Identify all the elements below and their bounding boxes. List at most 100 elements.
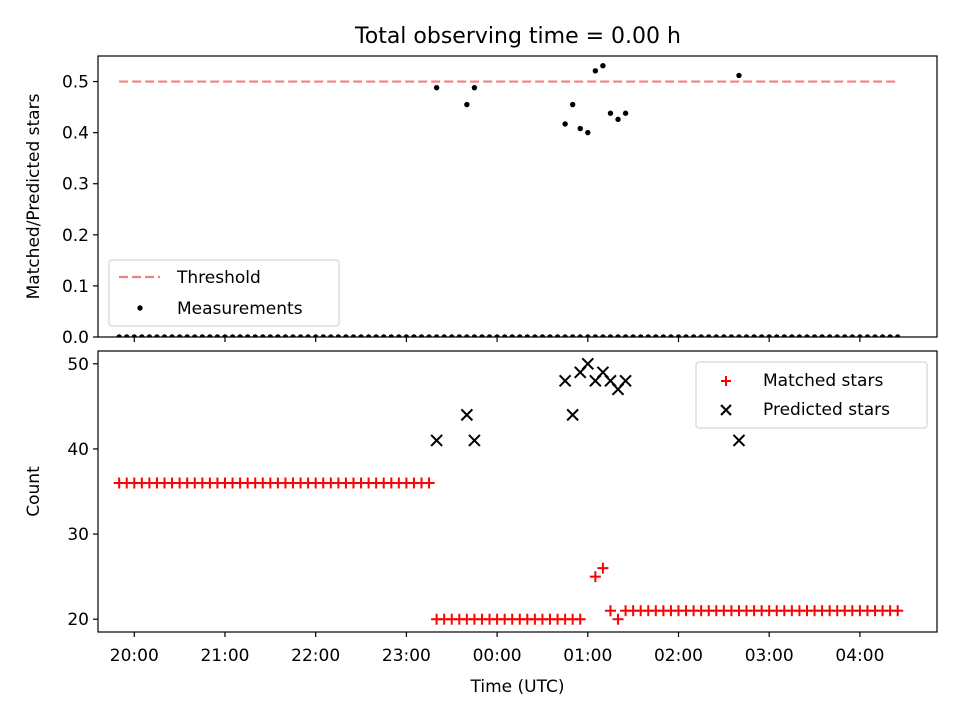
measurement-point (562, 121, 568, 127)
x-tick-label: 03:00 (745, 646, 794, 666)
bottom-legend: Matched stars Predicted stars (695, 361, 928, 429)
measurement-point (471, 334, 478, 337)
legend-box (108, 259, 340, 327)
predicted-star-point (468, 434, 481, 447)
measurement-point (826, 334, 833, 337)
x-axis-label: Time (UTC) (470, 677, 565, 697)
measurement-point (305, 334, 311, 337)
measurement-point (433, 84, 440, 91)
measurement-point (373, 334, 379, 337)
measurement-point (721, 334, 727, 337)
measurement-point (131, 334, 137, 337)
bottom-axes-frame (97, 350, 938, 633)
measurement-point (622, 334, 629, 337)
measurement-point (486, 334, 493, 337)
measurement-point (449, 334, 455, 337)
matched-star-point (589, 571, 601, 583)
y-axis-label: Matched/Predicted stars (24, 93, 44, 299)
measurement-point (653, 334, 659, 337)
x-tick-label: 02:00 (654, 646, 703, 666)
measurement-point (728, 334, 735, 337)
measurement-point (849, 334, 856, 337)
measurement-point (592, 68, 599, 74)
y-axis-label: Count (24, 466, 44, 517)
predicted-star-stroke-b (430, 434, 443, 447)
y-tick-label: 40 (67, 440, 89, 460)
measurement-point (774, 334, 780, 337)
measurement-point (237, 334, 243, 337)
measurement-point (358, 334, 364, 337)
bottom-panel: 20 30 40 50 20:00 21:00 22:00 23:00 00:00 01:00 02… (24, 350, 938, 697)
measurement-point (396, 334, 402, 337)
measurement-point (169, 334, 175, 337)
measurement-point (146, 334, 153, 337)
bottom-plot-area (113, 357, 904, 625)
measurement-point (592, 334, 599, 337)
measurement-point (199, 334, 206, 337)
measurement-point (630, 334, 636, 337)
measurement-point (524, 334, 531, 337)
measurement-point (267, 334, 274, 337)
measurement-point (600, 334, 606, 337)
y-tick-label: 0.4 (62, 124, 89, 144)
measurement-point (275, 334, 281, 337)
measurement-point (562, 334, 568, 337)
y-tick-label: 0.5 (62, 73, 89, 93)
top-legend: Threshold Measurements (108, 259, 340, 327)
y-tick-label: 0.0 (62, 328, 89, 348)
measurement-point (282, 334, 289, 337)
x-tick-label: 04:00 (835, 646, 884, 666)
measurement-point (426, 334, 432, 337)
measurement-point (645, 334, 651, 337)
y-tick-label: 0.2 (62, 226, 89, 246)
measurement-point (343, 334, 349, 337)
measurement-point (381, 334, 387, 337)
matched-star-point (597, 562, 609, 574)
measurement-point (260, 334, 266, 337)
measurement-point (622, 110, 629, 116)
measurement-point (842, 334, 848, 337)
measurement-point (864, 334, 871, 337)
measurement-point (758, 334, 765, 337)
measurement-point (517, 334, 523, 337)
measurement-point (668, 334, 674, 337)
measurement-point (781, 334, 788, 337)
measurement-point (554, 334, 561, 337)
measurement-point (751, 334, 757, 337)
measurement-point (585, 334, 591, 337)
measurement-point (811, 334, 818, 337)
legend-measurements-label: Measurements (177, 299, 303, 319)
measurement-point (229, 334, 236, 337)
predicted-star-stroke-b (604, 374, 617, 388)
measurement-point (501, 334, 508, 337)
measurement-point (335, 334, 342, 337)
matched-star-point (604, 605, 616, 617)
measurement-point (607, 334, 614, 337)
measurement-point (615, 334, 621, 337)
measurement-point (176, 334, 183, 337)
y-tick-label: 0.1 (62, 277, 89, 297)
measurement-point (350, 334, 357, 337)
predicted-star-point (581, 357, 595, 370)
x-tick-label: 23:00 (382, 646, 431, 666)
measurement-point (207, 334, 213, 337)
measurement-point (479, 334, 485, 337)
legend-predicted-label: Predicted stars (763, 400, 890, 420)
measurement-point (252, 334, 258, 337)
measurement-point (660, 334, 667, 337)
measurement-point (433, 334, 440, 337)
predicted-star-stroke-b (581, 357, 595, 370)
measurement-point (161, 334, 168, 337)
measurement-point (124, 334, 130, 337)
measurement-point (471, 84, 478, 91)
measurement-point (577, 125, 583, 132)
legend-box (695, 361, 928, 429)
measurement-point (698, 334, 704, 337)
x-tick-label: 22:00 (291, 646, 340, 666)
predicted-star-stroke-b (460, 408, 474, 422)
measurement-point (365, 334, 372, 337)
top-panel: 0.0 0.1 0.2 0.3 0.4 0.5 Matched/Predicted star… (24, 55, 938, 348)
matched-star-point (423, 477, 435, 489)
measurement-point (509, 334, 515, 337)
